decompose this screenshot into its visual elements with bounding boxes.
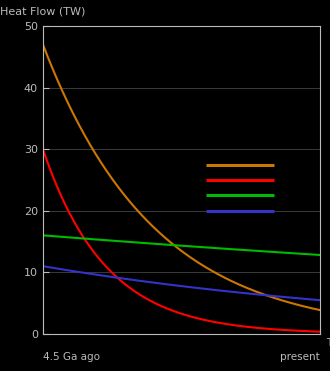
Text: present: present [280, 352, 320, 362]
Text: Heat Flow (TW): Heat Flow (TW) [0, 7, 85, 17]
Text: Time: Time [326, 338, 330, 348]
Text: 4.5 Ga ago: 4.5 Ga ago [43, 352, 100, 362]
